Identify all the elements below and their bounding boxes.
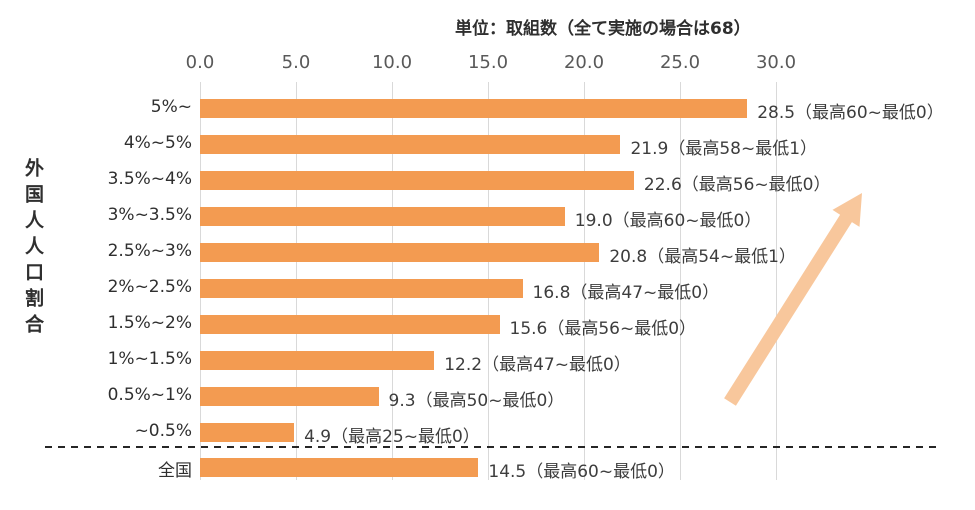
bar [200,135,621,154]
category-label: 1%~1.5% [107,349,192,369]
gridline [584,82,585,480]
value-label: 21.9（最高58~最低1） [630,139,818,159]
upward-trend-arrow-icon [724,193,862,406]
bar [200,279,523,298]
bar [200,423,295,442]
value-label: 22.6（最高56~最低0） [643,175,831,195]
bar [200,351,435,370]
x-axis-tick-label: 5.0 [281,52,311,73]
category-label: 4%~5% [123,133,192,153]
category-label: 3%~3.5% [107,205,192,225]
x-axis-tick-label: 15.0 [467,52,509,73]
category-label: 0.5%~1% [107,385,192,405]
x-axis-tick-label: 20.0 [563,52,605,73]
bar [200,315,500,334]
national-separator-line [45,446,940,448]
x-axis-tick-label: 30.0 [755,52,797,73]
gridline [776,82,777,480]
value-label: 14.5（最高60~最低0） [488,462,675,482]
x-axis-tick-label: 10.0 [371,52,413,73]
bar [200,171,634,190]
value-label: 20.8（最高54~最低1） [609,247,796,267]
value-label: 28.5（最高60~最低0） [757,103,944,123]
value-label: 4.9（最高25~最低0） [304,427,480,447]
x-axis-tick-label: 25.0 [659,52,701,73]
bar [200,458,479,477]
value-label: 15.6（最高56~最低0） [509,319,697,339]
chart-title: 単位：取組数（全て実施の場合は68） [455,19,751,39]
category-label: 3.5%~4% [107,169,192,189]
category-label: 全国 [158,461,192,481]
x-axis-tick-label: 0.0 [185,52,215,73]
bar [200,387,379,406]
bar [200,207,565,226]
category-label: 5%~ [150,97,192,117]
category-label: 2%~2.5% [107,277,192,297]
category-label: 2.5%~3% [107,241,192,261]
bar [200,99,748,118]
value-label: 9.3（最高50~最低0） [388,391,565,411]
gridline [680,82,681,480]
value-label: 16.8（最高47~最低0） [532,283,720,303]
category-label: 1.5%~2% [107,313,192,333]
category-label: ~0.5% [134,421,192,441]
bar [200,243,600,262]
y-axis-title: 外国人人口割合 [22,158,44,340]
value-label: 12.2（最高47~最低0） [444,355,631,375]
value-label: 19.0（最高60~最低0） [574,211,762,231]
